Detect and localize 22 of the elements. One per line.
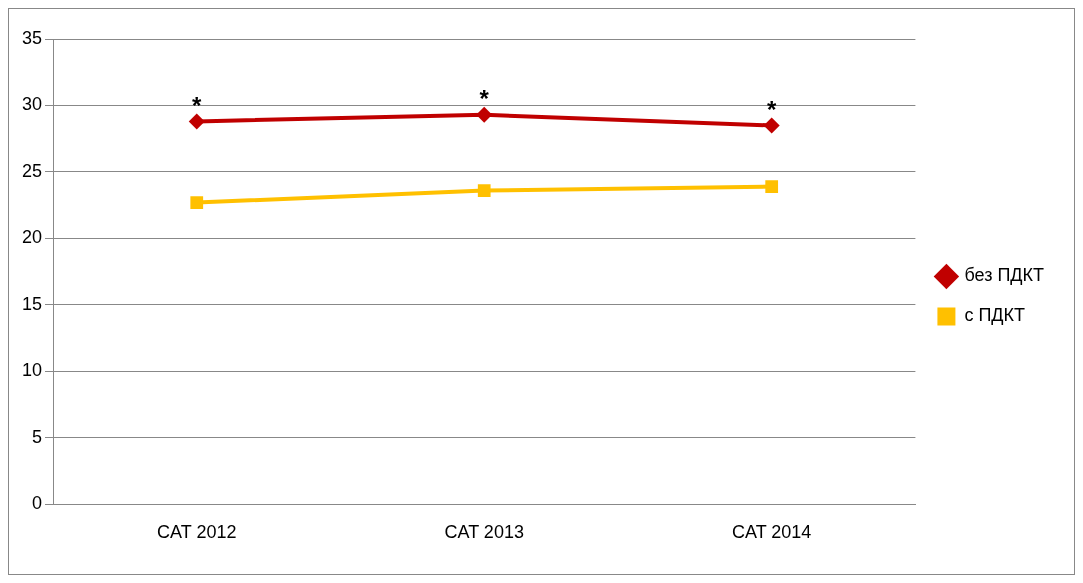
y-tick-label: 15 — [21, 293, 43, 314]
point — [190, 196, 204, 209]
point — [476, 106, 493, 123]
y-tick-label: 35 — [21, 27, 43, 48]
x-tick-label: CAT 2014 — [731, 522, 812, 543]
point — [763, 117, 780, 134]
point — [765, 180, 779, 193]
y-tick-label: 5 — [32, 426, 43, 447]
legend-label: без ПДКТ — [964, 265, 1045, 286]
annotation: * — [479, 85, 490, 113]
x-tick-label: CAT 2012 — [157, 522, 237, 543]
annotation: * — [767, 96, 778, 124]
y-tick-label: 20 — [21, 227, 43, 248]
x-tick-label: CAT 2013 — [444, 522, 524, 543]
y-tick-label: 30 — [21, 94, 43, 115]
y-tick-label: 10 — [21, 360, 43, 381]
y-tick-label: 0 — [32, 493, 43, 514]
point — [188, 113, 205, 130]
legend-label: с ПДКТ — [964, 305, 1026, 326]
y-tick-label: 25 — [21, 160, 43, 181]
point — [477, 184, 491, 197]
annotation: * — [192, 92, 203, 120]
